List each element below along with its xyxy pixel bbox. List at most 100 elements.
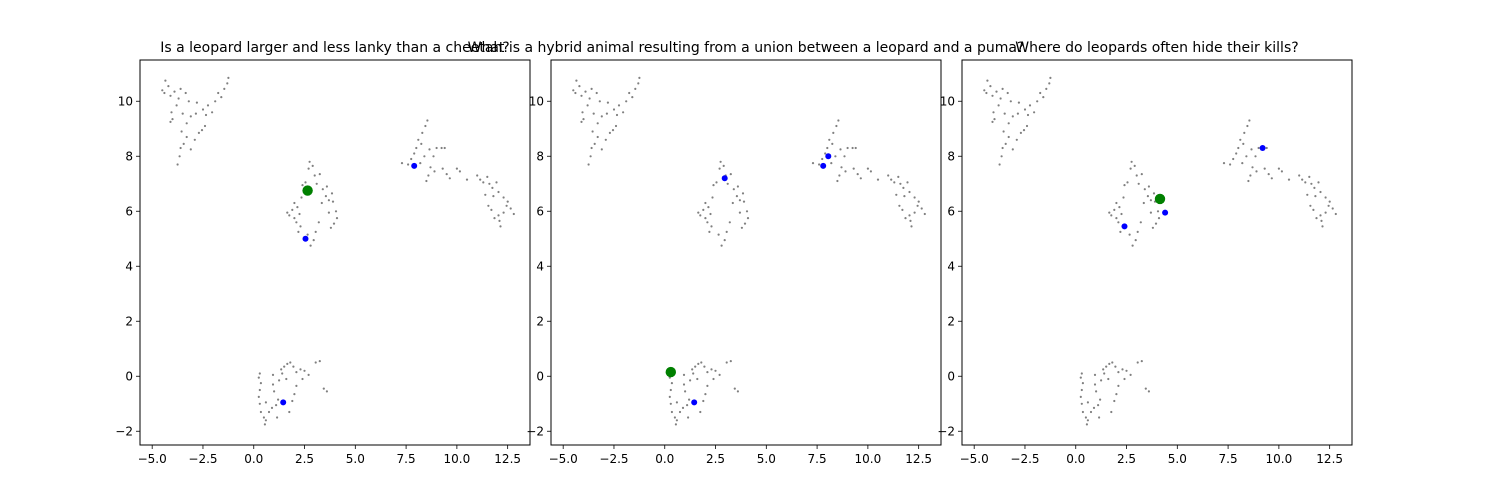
neighbor-point bbox=[411, 162, 418, 169]
background-point bbox=[1136, 230, 1139, 233]
background-point bbox=[428, 148, 431, 151]
background-point bbox=[259, 382, 262, 385]
background-point bbox=[707, 206, 710, 209]
background-point bbox=[1028, 104, 1032, 107]
background-point bbox=[1026, 113, 1030, 117]
background-point bbox=[844, 170, 847, 173]
background-point bbox=[726, 182, 729, 185]
background-point bbox=[1093, 383, 1097, 386]
background-point bbox=[1324, 211, 1327, 214]
background-point bbox=[703, 365, 706, 368]
background-point bbox=[584, 90, 587, 93]
background-point bbox=[417, 138, 420, 141]
background-point bbox=[1019, 131, 1023, 134]
background-point bbox=[214, 100, 217, 103]
background-point bbox=[1152, 192, 1156, 195]
background-point bbox=[182, 142, 185, 145]
background-point bbox=[1001, 146, 1004, 150]
background-point bbox=[180, 130, 183, 133]
background-point bbox=[638, 76, 641, 79]
background-point bbox=[1301, 178, 1304, 181]
background-point bbox=[325, 185, 328, 188]
background-point bbox=[291, 208, 294, 211]
background-point bbox=[991, 94, 994, 97]
background-point bbox=[714, 369, 717, 372]
background-point bbox=[598, 100, 601, 103]
background-point bbox=[1079, 376, 1082, 379]
background-point bbox=[596, 135, 599, 139]
background-point bbox=[1092, 406, 1096, 409]
background-point bbox=[1110, 214, 1113, 217]
background-point bbox=[204, 113, 208, 117]
background-point bbox=[429, 166, 432, 169]
background-point bbox=[410, 157, 413, 161]
background-point bbox=[318, 360, 321, 363]
background-point bbox=[329, 226, 332, 229]
background-point bbox=[433, 170, 436, 173]
background-point bbox=[637, 82, 640, 85]
background-point bbox=[288, 410, 291, 414]
background-point bbox=[421, 131, 424, 134]
background-point bbox=[170, 111, 173, 114]
background-point bbox=[167, 85, 170, 88]
background-point bbox=[258, 402, 261, 405]
background-point bbox=[1081, 410, 1084, 414]
background-point bbox=[668, 395, 671, 398]
background-point bbox=[1324, 196, 1327, 199]
background-point bbox=[897, 175, 900, 178]
background-point bbox=[1222, 162, 1226, 165]
background-point bbox=[743, 222, 747, 225]
background-point bbox=[1313, 186, 1316, 189]
background-point bbox=[448, 177, 451, 180]
background-point bbox=[606, 101, 610, 104]
background-point bbox=[572, 89, 575, 92]
background-point bbox=[704, 393, 707, 396]
background-point bbox=[617, 104, 621, 107]
y-tick-label: −2 bbox=[526, 424, 544, 438]
background-point bbox=[177, 97, 180, 100]
background-point bbox=[1099, 398, 1102, 401]
background-point bbox=[285, 377, 288, 381]
background-point bbox=[1249, 174, 1252, 177]
background-point bbox=[195, 101, 198, 104]
x-tick-label: −5.0 bbox=[549, 452, 578, 466]
background-point bbox=[913, 196, 916, 199]
background-point bbox=[419, 162, 422, 165]
background-point bbox=[738, 211, 742, 214]
background-point bbox=[840, 166, 843, 169]
background-point bbox=[859, 177, 862, 180]
background-point bbox=[1122, 196, 1125, 199]
background-point bbox=[1123, 184, 1126, 187]
background-point bbox=[479, 178, 482, 181]
background-point bbox=[220, 96, 223, 99]
background-point bbox=[1247, 179, 1250, 183]
background-point bbox=[893, 181, 896, 184]
neighbor-point bbox=[820, 162, 827, 169]
background-point bbox=[1100, 379, 1103, 382]
chart-panel-2: −5.0 −2.5 0.0 2.5 5.0 7.5 10.0 12.5 −2 0 2 4 6 8 10 Wha… bbox=[468, 40, 1025, 466]
x-tick-label: −2.5 bbox=[188, 452, 217, 466]
chart-title: What is a hybrid animal resulting from a… bbox=[468, 40, 1025, 56]
background-point bbox=[712, 184, 715, 187]
background-point bbox=[1081, 382, 1084, 385]
x-tick-label: 10.0 bbox=[444, 452, 471, 466]
background-point bbox=[443, 146, 446, 150]
background-point bbox=[736, 185, 740, 188]
neighbor-point bbox=[1259, 145, 1266, 151]
x-tick-label: 10.0 bbox=[1266, 452, 1293, 466]
background-point bbox=[1237, 146, 1240, 150]
background-point bbox=[1007, 122, 1010, 125]
background-point bbox=[722, 164, 725, 167]
background-point bbox=[725, 230, 728, 233]
background-point bbox=[1331, 207, 1334, 210]
background-point bbox=[1022, 129, 1026, 132]
background-point bbox=[1319, 214, 1322, 217]
background-point bbox=[1139, 221, 1142, 224]
background-point bbox=[327, 211, 330, 214]
background-point bbox=[826, 146, 829, 150]
background-point bbox=[1254, 155, 1257, 158]
background-point bbox=[1115, 217, 1118, 220]
background-point bbox=[856, 173, 859, 176]
background-point bbox=[681, 406, 685, 409]
background-point bbox=[1149, 211, 1152, 214]
